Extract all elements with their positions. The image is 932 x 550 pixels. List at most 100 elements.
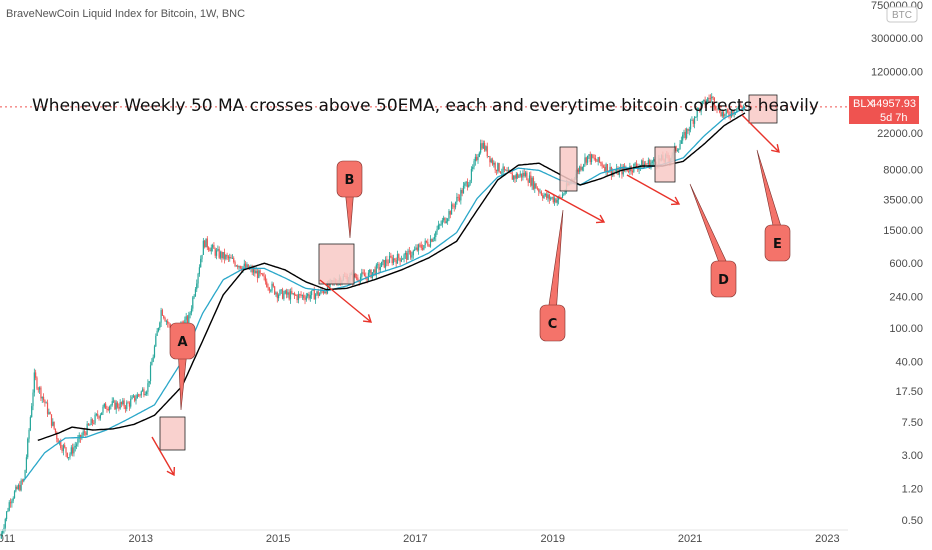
- candle-body: [118, 407, 120, 409]
- candle-body: [45, 402, 47, 404]
- candle-body: [211, 245, 214, 248]
- candle-body: [723, 111, 725, 117]
- candle-body: [242, 266, 244, 271]
- candle-body: [271, 283, 273, 291]
- candle-body: [247, 264, 249, 270]
- candle-body: [424, 240, 426, 246]
- candle-body: [197, 273, 199, 284]
- candle-body: [136, 394, 138, 399]
- y-tick-label: 3500.00: [883, 194, 923, 206]
- candle-body: [696, 108, 698, 117]
- candle-body: [432, 238, 434, 242]
- candle-body: [693, 117, 696, 124]
- candle-body: [531, 177, 533, 186]
- candle-body: [370, 269, 372, 278]
- candle-body: [284, 290, 286, 294]
- candle-body: [577, 169, 579, 172]
- candle-body: [547, 194, 549, 199]
- candle-body: [205, 238, 207, 248]
- candle-body: [143, 389, 145, 396]
- candle-body: [69, 453, 71, 458]
- callout-pointer: [689, 183, 728, 265]
- candle-body: [156, 330, 158, 336]
- candle-body: [65, 447, 67, 453]
- candle-body: [420, 244, 422, 249]
- candle-body: [193, 295, 195, 298]
- candle-body: [513, 175, 515, 180]
- candle-body: [501, 172, 503, 174]
- candle-body: [209, 249, 211, 252]
- candle-body: [398, 254, 400, 258]
- candle-body: [527, 180, 529, 183]
- callout-bubble: [539, 304, 566, 342]
- candle-body: [60, 440, 62, 449]
- candle-body: [678, 149, 680, 151]
- ma-line: [37, 112, 746, 442]
- candle-body: [386, 259, 388, 263]
- candle-body: [378, 264, 380, 270]
- candle-body: [507, 170, 509, 172]
- candle-body: [160, 310, 162, 323]
- candle-body: [274, 286, 276, 295]
- candle-body: [514, 175, 516, 179]
- candle-body: [328, 282, 330, 287]
- x-tick-label: 2021: [678, 533, 702, 545]
- candle-body: [730, 110, 733, 117]
- candle-body: [419, 244, 421, 246]
- candle-body: [699, 107, 701, 112]
- candle-body: [15, 486, 17, 492]
- candle-body: [190, 308, 193, 313]
- candle-body: [546, 193, 548, 199]
- candle-body: [56, 432, 58, 439]
- candle-body: [563, 193, 565, 195]
- candle-body: [135, 398, 137, 401]
- candle-body: [252, 269, 255, 273]
- y-tick-label: 40.00: [895, 356, 923, 368]
- candle-body: [540, 191, 542, 196]
- callout-pointer: [756, 149, 782, 229]
- candle-body: [116, 402, 119, 408]
- y-tick-label: 1.20: [902, 483, 923, 495]
- candle-body: [260, 273, 263, 275]
- candle-body: [122, 400, 124, 405]
- candle-body: [119, 402, 121, 409]
- candle-body: [186, 316, 189, 323]
- candle-body: [110, 404, 112, 407]
- candle-body: [649, 160, 651, 169]
- candle-body: [309, 295, 311, 299]
- candle-body: [128, 402, 131, 407]
- candle-body: [528, 175, 531, 183]
- candle-body: [266, 281, 268, 287]
- candle-body: [553, 198, 556, 203]
- candle-body: [450, 204, 453, 215]
- candle-body: [560, 197, 562, 199]
- candle-body: [721, 111, 723, 117]
- candle-body: [254, 269, 256, 274]
- candle-body: [610, 166, 612, 176]
- candle-body: [202, 240, 204, 255]
- candle-body: [600, 162, 602, 164]
- candle-body: [593, 157, 595, 159]
- candle-body: [719, 105, 721, 113]
- candle-body: [482, 142, 484, 149]
- candle-body: [740, 104, 742, 107]
- currency-badge[interactable]: BTC: [886, 6, 918, 23]
- candle-body: [579, 166, 581, 172]
- candle-body: [404, 252, 406, 255]
- callout-b: B: [336, 160, 363, 239]
- candle-body: [609, 166, 611, 172]
- candle-body: [281, 289, 284, 299]
- candle-body: [293, 293, 296, 296]
- candle-body: [229, 257, 231, 259]
- candle-body: [325, 291, 327, 294]
- candle-body: [602, 166, 605, 168]
- candle-body: [149, 365, 152, 382]
- candle-body: [68, 457, 70, 458]
- candle-body: [707, 98, 709, 103]
- candle-body: [123, 400, 125, 407]
- candle-body: [421, 248, 424, 250]
- candle-body: [7, 510, 9, 512]
- candle-body: [95, 413, 97, 415]
- correction-arrowhead: [362, 314, 373, 323]
